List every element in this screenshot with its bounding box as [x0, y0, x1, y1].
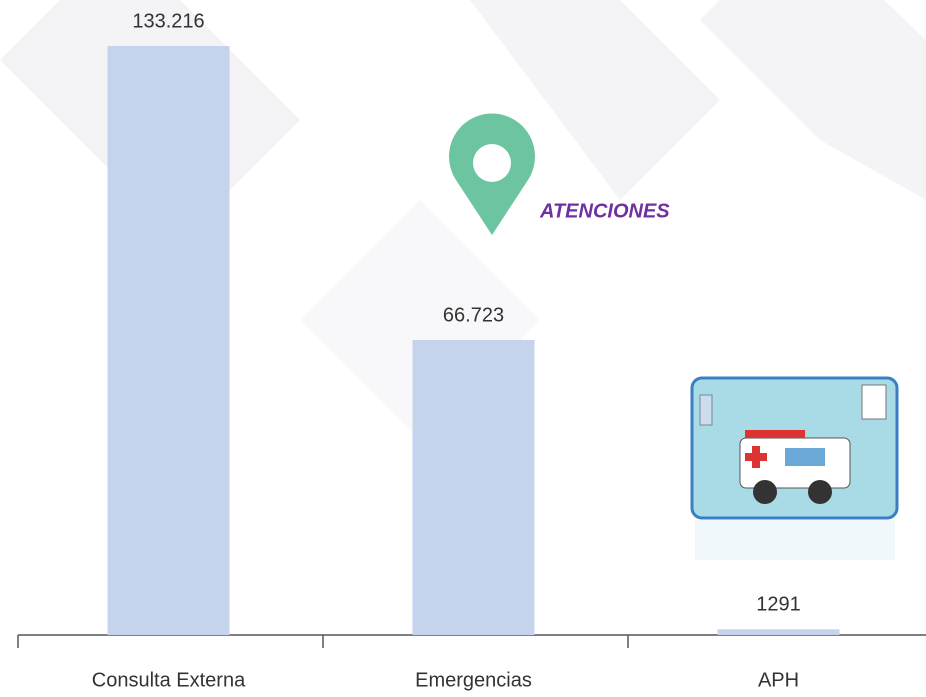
- location-pin: [449, 113, 535, 235]
- value-label: 133.216: [132, 10, 204, 32]
- x-tick-label: Consulta Externa: [92, 669, 246, 691]
- chart-title: ATENCIONES: [539, 200, 670, 222]
- bar: [413, 340, 535, 635]
- bar: [718, 629, 840, 635]
- value-label: 1291: [756, 594, 801, 616]
- x-tick-label: Emergencias: [415, 669, 532, 691]
- value-label: 66.723: [443, 304, 504, 326]
- ambulance-illustration: [692, 378, 897, 560]
- bar: [108, 46, 230, 635]
- x-tick-label: APH: [758, 669, 799, 691]
- chart: ATENCIONES Consulta Externa 133.216 Emerge…: [0, 0, 926, 697]
